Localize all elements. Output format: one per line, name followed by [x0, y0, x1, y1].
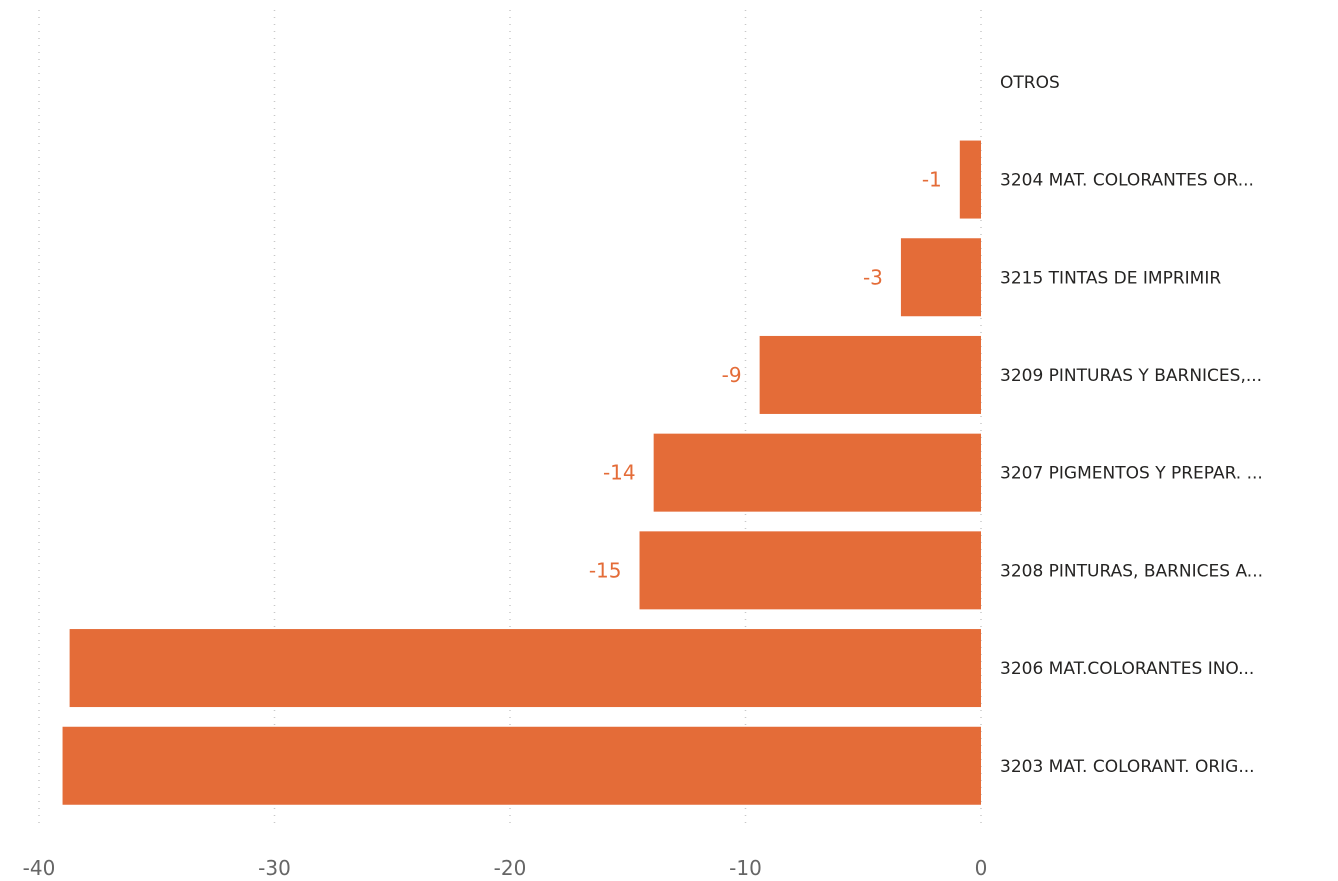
- x-tick-label: 0: [975, 856, 988, 880]
- x-tick-label: -40: [23, 856, 56, 880]
- bar[interactable]: [959, 140, 981, 219]
- bar[interactable]: [639, 531, 981, 610]
- bar[interactable]: [759, 335, 981, 414]
- bars: [62, 140, 982, 805]
- x-tick-label: -20: [494, 856, 527, 880]
- category-label: 3215 TINTAS DE IMPRIMIR: [1000, 268, 1221, 288]
- bar[interactable]: [62, 726, 982, 805]
- bar[interactable]: [69, 629, 982, 708]
- data-label: -9: [722, 363, 742, 387]
- category-label: 3209 PINTURAS Y BARNICES,...: [1000, 366, 1262, 386]
- data-label: -1: [922, 168, 942, 192]
- bar[interactable]: [900, 238, 981, 317]
- category-label: 3207 PIGMENTOS Y PREPAR. ...: [1000, 464, 1263, 484]
- category-label: 3208 PINTURAS, BARNICES A...: [1000, 561, 1263, 581]
- x-axis-ticks: -40 -30 -20 -10 0: [23, 856, 988, 880]
- category-label: 3203 MAT. COLORANT. ORIG...: [1000, 757, 1255, 777]
- data-labels: -1 -3 -9 -14 -15: [589, 168, 942, 583]
- x-tick-label: -30: [258, 856, 291, 880]
- category-label: 3204 MAT. COLORANTES OR...: [1000, 171, 1254, 191]
- category-labels: OTROS 3204 MAT. COLORANTES OR... 3215 TINT…: [1000, 73, 1263, 777]
- data-label: -15: [589, 558, 622, 582]
- bar[interactable]: [653, 433, 981, 512]
- category-label: OTROS: [1000, 73, 1060, 93]
- x-tick-label: -10: [729, 856, 762, 880]
- data-label: -14: [603, 461, 636, 485]
- data-label: -3: [863, 265, 883, 289]
- category-label: 3206 MAT.COLORANTES INO...: [1000, 659, 1254, 679]
